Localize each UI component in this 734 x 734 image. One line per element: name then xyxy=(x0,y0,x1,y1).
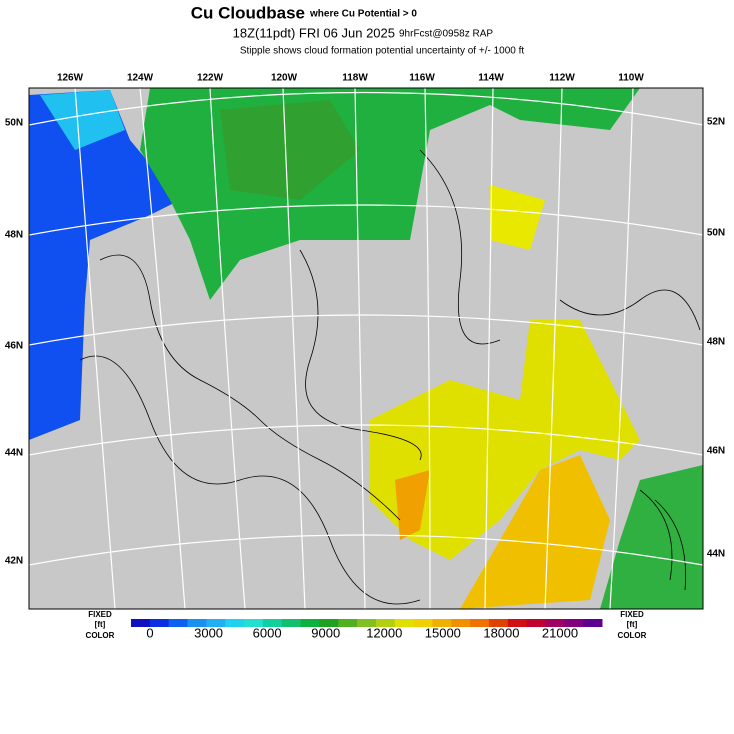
colorbar-swatch xyxy=(394,619,415,627)
region-blue xyxy=(29,90,180,440)
region-green-se xyxy=(600,465,703,609)
colorbar-swatch xyxy=(545,619,565,627)
colorbar-label: 21000 xyxy=(542,625,578,640)
latitude-label: 42N xyxy=(5,556,23,567)
colorbar-label: 18000 xyxy=(483,625,519,640)
colorbar-side-label: [ft] xyxy=(95,620,106,629)
map-border xyxy=(28,87,704,610)
parallel xyxy=(28,91,704,566)
longitude-label: 110W xyxy=(618,73,644,84)
colorbar-swatch xyxy=(281,619,302,627)
colorbar-swatch xyxy=(526,619,546,627)
geo-labels: 126W 124W 122W 120W 118W 116W 114W 112W 110W 50N 4… xyxy=(5,73,725,567)
colorbar-swatch xyxy=(413,619,433,627)
colorbar-swatch xyxy=(262,619,283,627)
latitude-label: 48N xyxy=(707,337,725,348)
latitude-label: 50N xyxy=(707,228,725,239)
colorbar-label: 0 xyxy=(146,625,153,640)
colorbar-swatch xyxy=(187,619,207,627)
colorbar-swatch xyxy=(206,619,226,627)
colorbar-label: 3000 xyxy=(194,625,223,640)
contour xyxy=(299,249,422,461)
colorbar-swatch xyxy=(564,619,584,627)
colorbar: 0 3000 6000 9000 12000 15000 18000 21000FIXED[f… xyxy=(86,610,647,640)
colorbar-side-label: COLOR xyxy=(86,631,115,640)
colorbar-swatch xyxy=(507,619,528,627)
meridian xyxy=(74,87,634,610)
region-yellow-n xyxy=(490,185,545,250)
longitude-label: 114W xyxy=(478,73,504,84)
colorbar-swatch xyxy=(338,619,358,627)
colorbar-swatch xyxy=(225,619,245,627)
region-yellow xyxy=(370,320,640,560)
colorbar-swatch xyxy=(131,619,151,627)
longitude-label: 118W xyxy=(342,73,368,84)
latitude-label: 44N xyxy=(707,549,725,560)
map xyxy=(28,87,704,610)
colorbar-swatch xyxy=(357,619,377,627)
colorbar-side-label: COLOR xyxy=(618,631,647,640)
longitude-label: 124W xyxy=(127,73,154,84)
colorbar-swatch xyxy=(375,619,396,627)
colorbar-swatch xyxy=(451,619,471,627)
contour xyxy=(559,289,701,331)
contour xyxy=(419,149,501,345)
latitude-label: 46N xyxy=(5,341,23,352)
colorbar-side-label: FIXED xyxy=(620,610,644,619)
colorbar-side-label: [ft] xyxy=(627,620,638,629)
colorbar-swatch xyxy=(319,619,339,627)
colorbar-swatch xyxy=(168,619,189,627)
region-orange xyxy=(460,455,610,609)
longitude-label: 122W xyxy=(197,73,224,84)
colorbar-swatch xyxy=(300,619,320,627)
region-cyan xyxy=(40,90,125,150)
latitude-label: 44N xyxy=(5,448,23,459)
latitude-label: 52N xyxy=(707,117,725,128)
longitude-label: 126W xyxy=(57,73,84,84)
contour xyxy=(79,355,421,605)
longitude-label: 112W xyxy=(549,73,575,84)
colorbar-label: 15000 xyxy=(425,625,461,640)
longitude-label: 116W xyxy=(409,73,435,84)
colorbar-swatch xyxy=(488,619,509,627)
colorbar-label: 9000 xyxy=(311,625,340,640)
colorbar-swatch xyxy=(149,619,170,627)
title-note: where Cu Potential > 0 xyxy=(309,9,417,20)
latitude-label: 48N xyxy=(5,230,23,241)
colorbar-label: 12000 xyxy=(366,625,402,640)
latitude-label: 46N xyxy=(707,446,725,457)
valid-time: 18Z(11pdt) FRI 06 Jun 2025 xyxy=(233,25,395,40)
region-orange-small xyxy=(395,470,430,540)
forecast: 9hrFcst@0958z RAP xyxy=(399,29,493,40)
region-dark-green xyxy=(220,100,360,200)
colorbar-side-label: FIXED xyxy=(88,610,112,619)
longitude-label: 120W xyxy=(271,73,298,84)
colorbar-swatch xyxy=(470,619,490,627)
colorbar-swatch xyxy=(583,619,603,627)
contour xyxy=(99,254,401,521)
latitude-label: 50N xyxy=(5,118,23,129)
colorbar-swatch xyxy=(244,619,264,627)
contour xyxy=(639,489,686,591)
title: Cu Cloudbase xyxy=(191,3,305,22)
colorbar-swatch xyxy=(432,619,452,627)
colorbar-label: 6000 xyxy=(253,625,282,640)
subtitle: Stipple shows cloud formation potential … xyxy=(240,46,525,57)
